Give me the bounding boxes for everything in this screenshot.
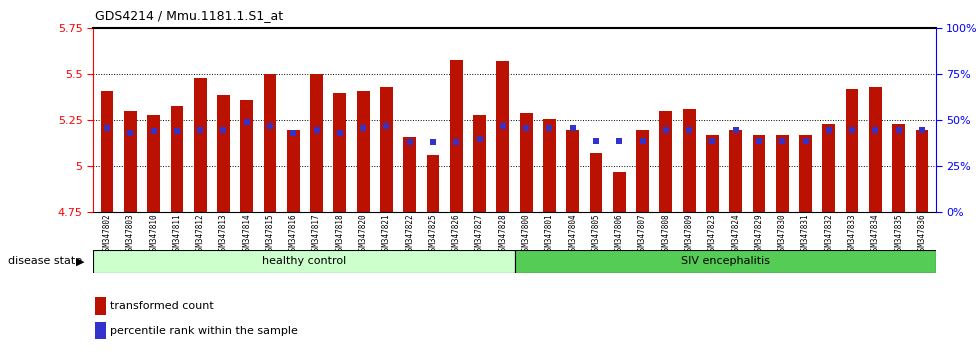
Text: healthy control: healthy control <box>262 256 346 266</box>
Bar <box>683 109 696 212</box>
Bar <box>95 322 106 339</box>
Bar <box>404 137 416 212</box>
Bar <box>93 250 514 273</box>
Bar <box>147 115 160 212</box>
Bar <box>380 87 393 212</box>
Bar <box>218 95 230 212</box>
Bar <box>95 297 106 315</box>
Bar <box>123 111 137 212</box>
Bar <box>426 155 439 212</box>
Bar <box>869 87 882 212</box>
Bar <box>660 111 672 212</box>
Bar <box>287 130 300 212</box>
Bar <box>194 78 207 212</box>
Text: GDS4214 / Mmu.1181.1.S1_at: GDS4214 / Mmu.1181.1.S1_at <box>95 9 283 22</box>
Bar <box>543 119 556 212</box>
Bar <box>915 130 928 212</box>
Bar <box>497 62 510 212</box>
Text: SIV encephalitis: SIV encephalitis <box>681 256 769 266</box>
Bar <box>101 91 114 212</box>
Bar <box>612 172 625 212</box>
Bar <box>846 89 858 212</box>
Bar <box>514 250 936 273</box>
Bar <box>311 74 323 212</box>
Text: percentile rank within the sample: percentile rank within the sample <box>110 326 298 336</box>
Bar <box>171 105 183 212</box>
Bar <box>566 130 579 212</box>
Text: ▶: ▶ <box>76 256 84 266</box>
Bar <box>753 135 765 212</box>
Bar <box>450 59 463 212</box>
Bar <box>706 135 718 212</box>
Bar <box>590 154 603 212</box>
Bar <box>892 124 906 212</box>
Bar <box>776 135 789 212</box>
Bar <box>333 93 346 212</box>
Bar <box>473 115 486 212</box>
Bar <box>264 74 276 212</box>
Bar <box>357 91 369 212</box>
Bar <box>729 130 742 212</box>
Bar <box>799 135 811 212</box>
Bar <box>519 113 532 212</box>
Bar <box>822 124 835 212</box>
Bar <box>240 100 253 212</box>
Text: transformed count: transformed count <box>110 301 214 311</box>
Text: disease state: disease state <box>8 256 82 266</box>
Bar <box>636 130 649 212</box>
